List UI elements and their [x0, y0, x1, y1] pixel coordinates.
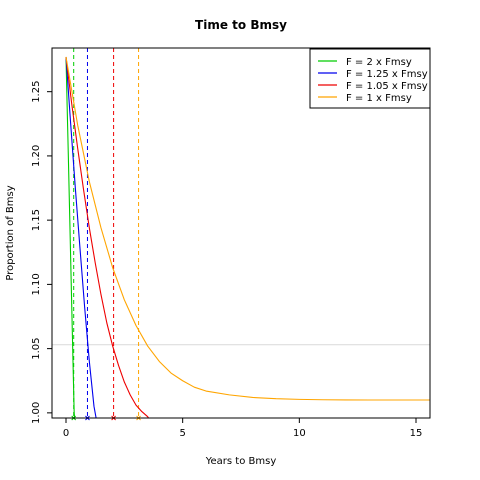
legend-label: F = 1.25 x Fmsy: [346, 69, 428, 80]
y-tick-label: 1.10: [31, 273, 42, 295]
x-tick-label: 0: [63, 428, 69, 439]
legend-label: F = 1 x Fmsy: [346, 93, 412, 104]
y-tick-label: 1.15: [31, 209, 42, 231]
x-tick-label: 10: [293, 428, 306, 439]
series-1-line: [65, 56, 76, 418]
y-tick-label: 1.20: [31, 145, 42, 167]
plot-frame: [51, 47, 431, 419]
legend-box: [309, 48, 431, 109]
x-tick-label: 15: [410, 428, 423, 439]
y-tick-label: 1.00: [31, 402, 42, 424]
y-axis-label: Proportion of Bmsy: [5, 185, 16, 280]
axis-layer: 0 5 10 15 1.00 1.05 1.10 1.15 1.20 1.25: [31, 81, 422, 439]
vline-layer: [73, 48, 140, 418]
series-3-line: [65, 56, 150, 418]
y-tick-label: 1.25: [31, 81, 42, 103]
legend-label: F = 1.05 x Fmsy: [346, 81, 428, 92]
x-tick-label: 5: [179, 428, 185, 439]
x-axis-label: Years to Bmsy: [205, 456, 277, 467]
series-layer: [65, 56, 430, 418]
legend-label: F = 2 x Fmsy: [346, 57, 412, 68]
y-tick-label: 1.05: [31, 337, 42, 359]
chart-title: Time to Bmsy: [195, 18, 287, 32]
series-4-line: [65, 56, 430, 401]
series-2-line: [65, 56, 97, 418]
